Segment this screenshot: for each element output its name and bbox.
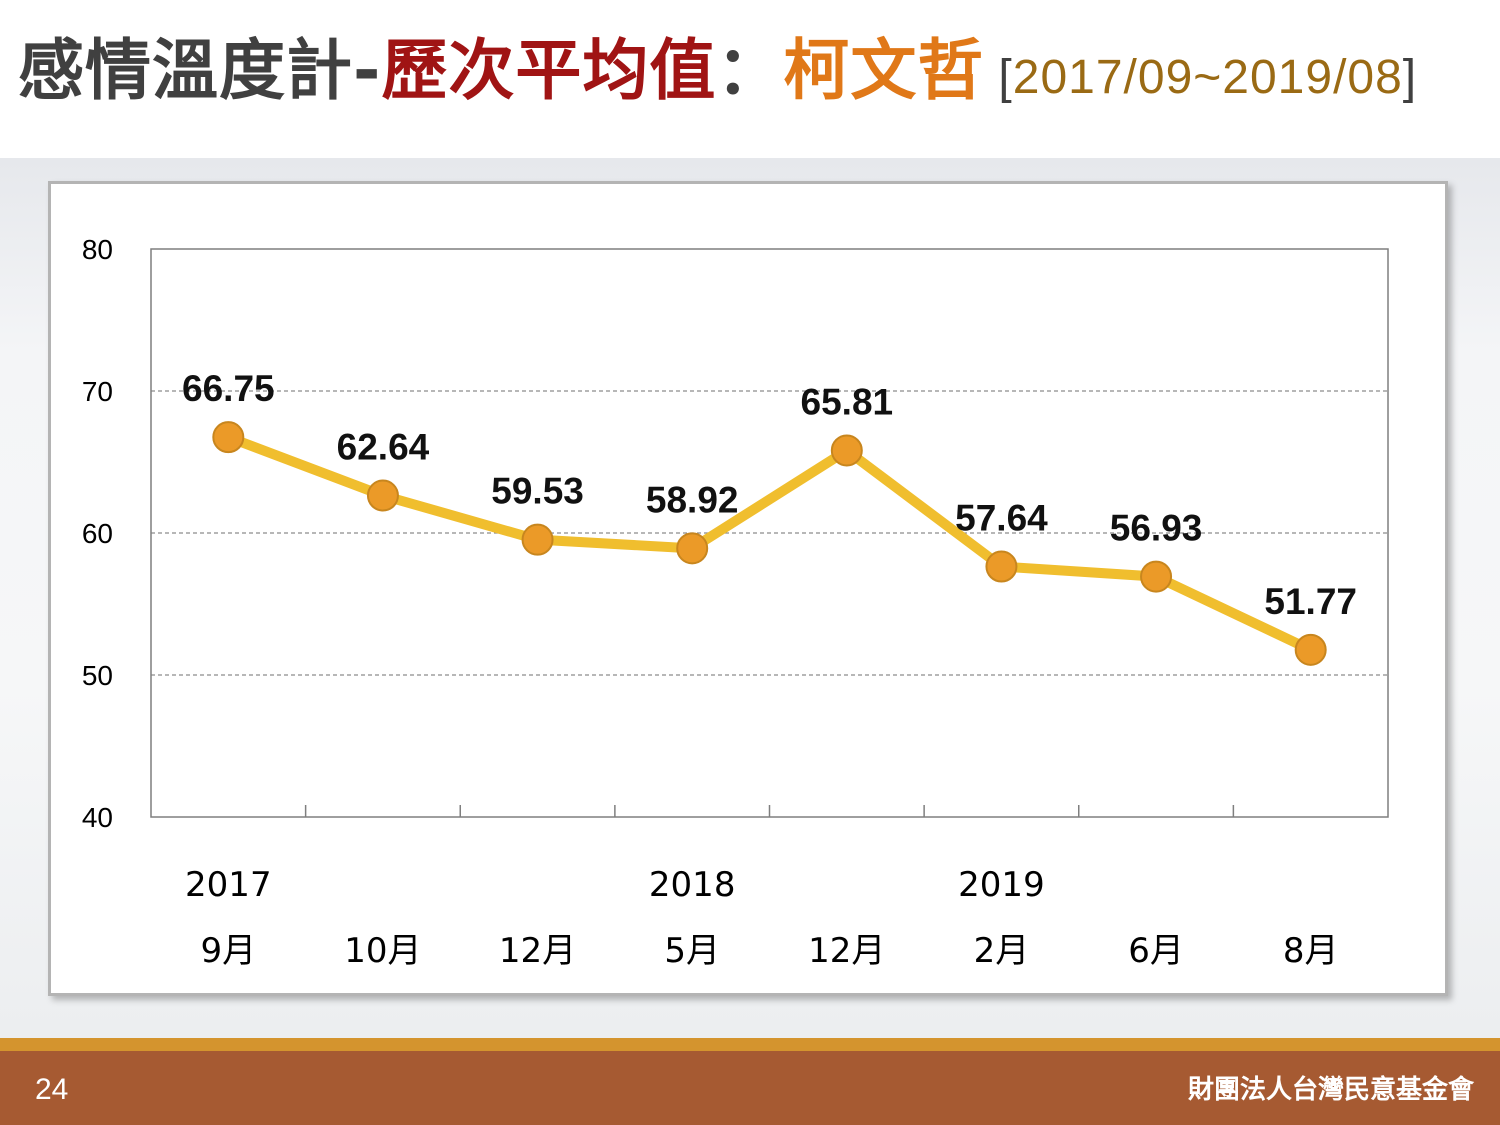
data-point-marker [830, 434, 863, 467]
data-point-marker [1140, 560, 1173, 593]
x-category-label: 5月 [664, 931, 720, 971]
x-category-label: 9月 [200, 931, 256, 971]
line-chart: 80 70 60 50 40 2017 2018 2019 9月 10月 12月 5月 12月 2月 6月 8… [82, 234, 1389, 971]
footer-stripe [0, 1038, 1500, 1051]
series-line [223, 432, 1316, 655]
data-label: 66.75 [182, 368, 275, 409]
data-label: 59.53 [491, 471, 584, 512]
data-point-marker [1294, 633, 1327, 666]
y-tick-label: 40 [82, 802, 113, 833]
y-tick-label: 80 [82, 234, 113, 265]
title-separator: - [353, 32, 382, 109]
x-year-label: 2019 [958, 865, 1045, 905]
data-label: 62.64 [337, 427, 430, 468]
x-category-label: 8月 [1283, 931, 1339, 971]
title-person-name: 柯文哲 [783, 32, 985, 109]
y-tick-label: 50 [82, 660, 113, 691]
title-emphasis: 歷次平均值 [381, 32, 717, 109]
y-tick-label: 70 [82, 376, 113, 407]
data-point-marker [985, 550, 1018, 583]
x-year-label: 2017 [185, 865, 272, 905]
data-label: 56.93 [1110, 508, 1203, 549]
page-number: 24 [35, 1073, 69, 1106]
footer-bar: 24 財團法人台灣民意基金會 [0, 1051, 1500, 1125]
y-tick-label: 60 [82, 518, 113, 549]
slide-title: 感情溫度計-歷次平均值：柯文哲 [2017/09~2019/08] [18, 38, 1417, 104]
x-category-label: 12月 [499, 931, 576, 971]
data-point-marker [676, 532, 709, 565]
data-label: 57.64 [955, 498, 1048, 539]
title-bar: 感情溫度計-歷次平均值：柯文哲 [2017/09~2019/08] [0, 0, 1500, 158]
data-point-marker [521, 523, 554, 556]
x-category-label: 12月 [808, 931, 885, 971]
x-category-label: 10月 [344, 931, 421, 971]
data-label: 65.81 [801, 381, 894, 422]
x-year-label: 2018 [649, 865, 736, 905]
title-main: 感情溫度計 [18, 32, 353, 109]
title-range-close: ] [1402, 51, 1418, 104]
data-point-marker [366, 479, 399, 512]
chart-frame: 80 70 60 50 40 2017 2018 2019 9月 10月 12月 5月 12月 2月 6月 8… [48, 181, 1448, 996]
title-range-open: [ [998, 51, 1013, 104]
title-range-text: 2017/09~2019/08 [1012, 51, 1403, 104]
organization-name: 財團法人台灣民意基金會 [1187, 1075, 1474, 1105]
x-category-label: 2月 [974, 931, 1030, 971]
title-colon: ： [716, 32, 784, 109]
data-label: 58.92 [646, 479, 739, 520]
x-category-label: 6月 [1128, 931, 1184, 971]
data-point-marker [212, 421, 245, 454]
title-date-range: [2017/09~2019/08] [998, 51, 1417, 104]
data-label: 51.77 [1264, 581, 1357, 622]
